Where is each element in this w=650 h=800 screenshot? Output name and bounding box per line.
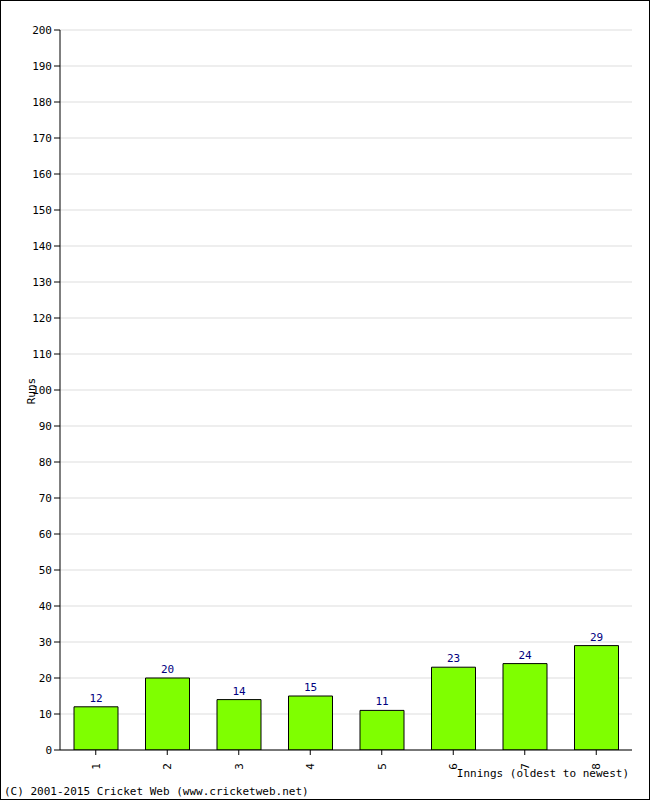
svg-text:50: 50	[39, 564, 52, 577]
svg-text:4: 4	[304, 763, 317, 770]
svg-text:80: 80	[39, 456, 52, 469]
svg-text:60: 60	[39, 528, 52, 541]
svg-text:24: 24	[518, 649, 532, 662]
svg-text:12: 12	[89, 692, 102, 705]
svg-text:90: 90	[39, 420, 52, 433]
svg-text:40: 40	[39, 600, 52, 613]
svg-text:70: 70	[39, 492, 52, 505]
svg-text:160: 160	[32, 168, 52, 181]
svg-text:5: 5	[376, 763, 389, 770]
svg-text:190: 190	[32, 60, 52, 73]
svg-text:110: 110	[32, 348, 52, 361]
svg-text:200: 200	[32, 24, 52, 37]
svg-text:130: 130	[32, 276, 52, 289]
svg-text:10: 10	[39, 708, 52, 721]
svg-text:11: 11	[375, 695, 388, 708]
svg-text:170: 170	[32, 132, 52, 145]
svg-text:150: 150	[32, 204, 52, 217]
svg-text:140: 140	[32, 240, 52, 253]
svg-text:23: 23	[447, 652, 460, 665]
svg-text:15: 15	[304, 681, 317, 694]
svg-text:30: 30	[39, 636, 52, 649]
svg-text:29: 29	[590, 631, 603, 644]
svg-text:14: 14	[232, 685, 246, 698]
svg-text:120: 120	[32, 312, 52, 325]
svg-text:2: 2	[161, 763, 174, 770]
svg-text:1: 1	[90, 763, 103, 770]
svg-text:20: 20	[39, 672, 52, 685]
svg-text:0: 0	[45, 744, 52, 757]
svg-text:20: 20	[161, 663, 174, 676]
svg-text:3: 3	[233, 763, 246, 770]
svg-text:180: 180	[32, 96, 52, 109]
